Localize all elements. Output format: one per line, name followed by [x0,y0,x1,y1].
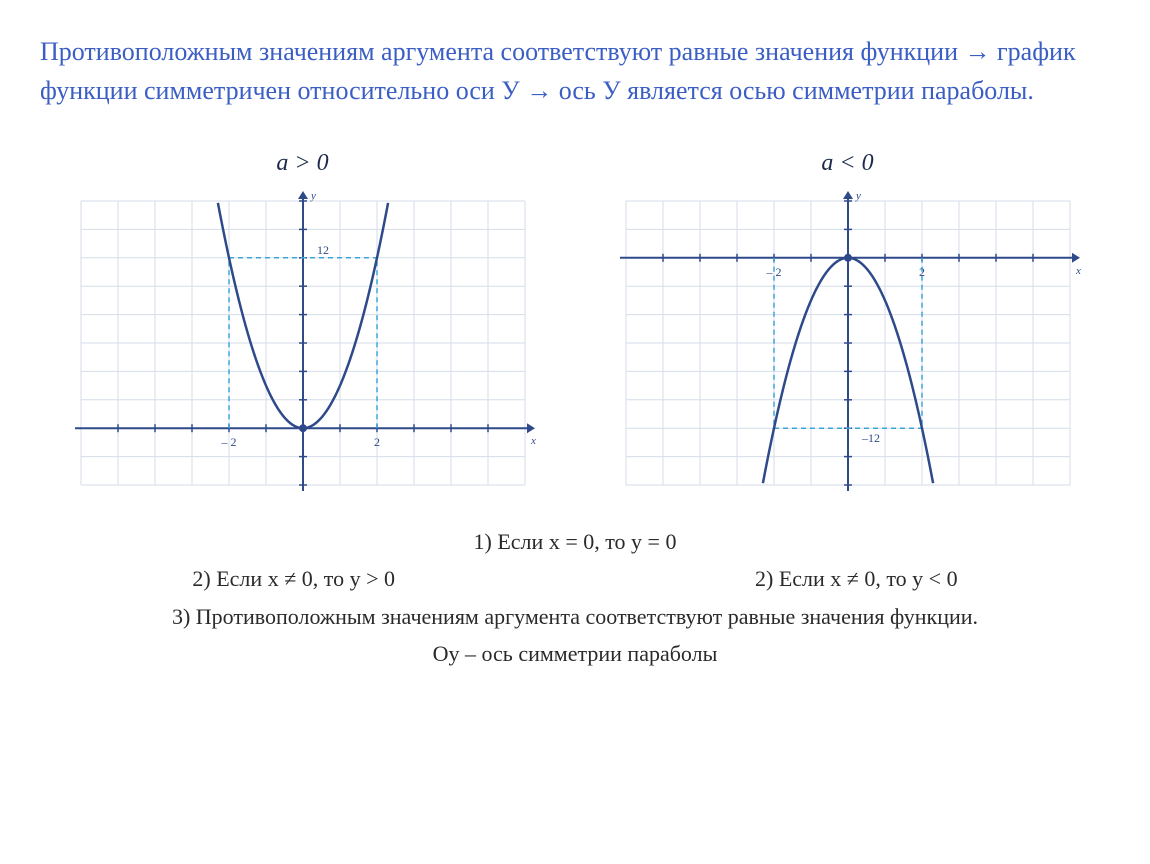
parabola-chart-down: – 2 2 –12 x y [608,183,1088,503]
note-line-1: 1) Если x = 0, то y = 0 [40,523,1110,560]
svg-text:y: y [855,190,861,202]
svg-text:12: 12 [317,243,329,257]
note-line-2-left: 2) Если x ≠ 0, то y > 0 [192,560,395,597]
svg-text:– 2: – 2 [220,435,236,449]
svg-text:x: x [1075,265,1081,277]
chart-title-left: a > 0 [276,150,328,177]
chart-title-right-text: a < 0 [821,150,873,176]
note-line-3: 3) Противоположным значениям аргумента с… [40,598,1110,635]
notes-block: 1) Если x = 0, то y = 0 2) Если x ≠ 0, т… [40,523,1110,673]
page: Противоположным значениям аргумента соот… [0,0,1150,864]
chart-title-right: a < 0 [821,150,873,177]
chart-col-left: a > 0 – 2 2 12 x y [50,150,555,503]
parabola-chart-up: – 2 2 12 x y [63,183,543,503]
chart-title-left-text: a > 0 [276,150,328,176]
note-line-2-row: 2) Если x ≠ 0, то y > 0 2) Если x ≠ 0, т… [40,560,1110,597]
svg-text:2: 2 [374,435,380,449]
note-line-2-right: 2) Если x ≠ 0, то y < 0 [755,560,958,597]
svg-text:y: y [310,190,316,202]
intro-paragraph: Противоположным значениям аргумента соот… [40,32,1110,110]
svg-text:–12: –12 [861,431,880,445]
charts-row: a > 0 – 2 2 12 x y a < 0 – 2 2 –12 x y [50,150,1100,503]
svg-text:2: 2 [919,265,925,279]
svg-text:x: x [530,435,536,447]
chart-col-right: a < 0 – 2 2 –12 x y [595,150,1100,503]
svg-text:– 2: – 2 [765,265,781,279]
note-line-4: Оy – ось симметрии параболы [40,635,1110,672]
